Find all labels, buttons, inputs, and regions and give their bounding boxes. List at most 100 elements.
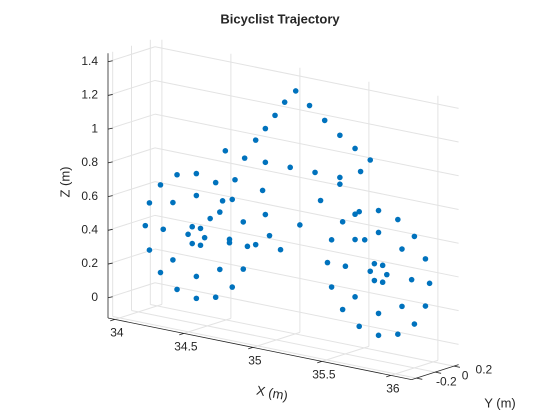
point — [262, 125, 269, 132]
grid-line — [154, 147, 459, 210]
z-tick — [107, 161, 113, 164]
point — [321, 117, 328, 124]
point — [367, 157, 374, 163]
grid-line — [154, 113, 459, 177]
point — [426, 280, 433, 287]
point — [352, 294, 358, 300]
point — [371, 260, 378, 267]
point — [281, 99, 288, 105]
point — [371, 277, 378, 284]
point — [379, 279, 386, 286]
point — [337, 181, 343, 187]
grid-line — [107, 46, 156, 63]
z-tick-label: 0.6 — [81, 189, 98, 203]
z-tick-label: 0 — [91, 290, 98, 304]
point — [229, 284, 236, 290]
point — [317, 197, 324, 204]
point — [399, 246, 405, 252]
point — [384, 271, 390, 278]
chart-title: Bicyclist Trajectory — [220, 11, 340, 26]
point — [212, 179, 219, 186]
point — [146, 200, 153, 206]
point — [142, 222, 149, 229]
grid-line — [154, 248, 459, 312]
point — [252, 241, 259, 248]
x-tick — [179, 333, 185, 336]
point — [207, 215, 213, 222]
point — [222, 148, 229, 154]
z-tick-label: 0.8 — [81, 155, 98, 169]
point — [201, 234, 208, 241]
point — [357, 168, 364, 175]
point — [219, 198, 226, 204]
y-tick-label: 0 — [462, 368, 469, 382]
point — [292, 88, 299, 94]
point — [411, 321, 418, 327]
point — [287, 164, 294, 171]
point — [259, 187, 266, 194]
point — [193, 273, 200, 280]
point — [189, 240, 196, 247]
z-tick — [107, 262, 113, 265]
grid-line — [154, 282, 459, 345]
x-tick — [386, 375, 392, 378]
point — [232, 176, 238, 183]
point — [157, 182, 164, 188]
x-tick-label: 35.5 — [312, 368, 336, 382]
point — [352, 211, 358, 218]
point — [375, 310, 382, 317]
y-tick — [453, 365, 460, 368]
point — [262, 211, 269, 218]
point — [297, 222, 303, 228]
point — [262, 159, 269, 166]
point — [185, 231, 191, 238]
grid-line — [154, 79, 459, 143]
point — [197, 242, 204, 249]
y-tick-label: 0.2 — [476, 362, 493, 376]
point — [252, 137, 259, 143]
y-tick — [435, 371, 442, 374]
point — [193, 170, 200, 177]
x-tick-label: 34 — [110, 326, 124, 340]
grid-line — [107, 79, 156, 96]
z-tick — [107, 195, 113, 197]
point — [375, 332, 382, 339]
z-tick-label: 0.2 — [81, 256, 98, 270]
grid-line — [107, 113, 156, 130]
point — [422, 303, 429, 309]
x-tick — [110, 319, 116, 322]
z-tick — [107, 127, 113, 130]
z-tick — [107, 296, 113, 299]
point — [337, 132, 343, 139]
point — [160, 226, 167, 233]
point — [339, 306, 346, 313]
point — [324, 259, 331, 266]
z-tick-label: 1.4 — [81, 54, 98, 68]
point — [342, 263, 349, 270]
grid-line — [150, 304, 454, 367]
grid-line — [107, 147, 156, 164]
grid-line — [107, 214, 156, 231]
point — [229, 196, 236, 203]
x-axis-label: X (m) — [255, 383, 289, 404]
x-tick — [317, 361, 323, 364]
point — [339, 219, 346, 225]
grid-line — [154, 214, 459, 278]
point — [277, 246, 284, 253]
grid-line — [131, 310, 436, 373]
point — [352, 145, 358, 152]
x-tick-label: 35 — [248, 354, 262, 368]
grid-line — [107, 282, 156, 299]
point — [337, 174, 343, 181]
point — [379, 262, 386, 269]
point — [361, 237, 368, 243]
point — [266, 232, 273, 239]
point — [408, 276, 415, 283]
z-axis-label: Z (m) — [57, 166, 72, 197]
z-tick-label: 1 — [91, 121, 98, 135]
point — [240, 266, 247, 272]
grid-line — [154, 181, 459, 244]
point — [312, 169, 318, 176]
point — [157, 269, 164, 276]
point — [356, 208, 363, 215]
